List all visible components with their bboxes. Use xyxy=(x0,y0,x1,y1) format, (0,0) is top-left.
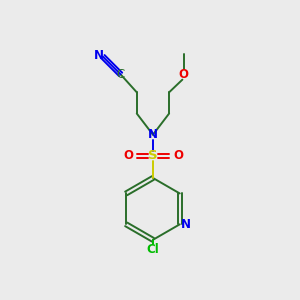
Text: O: O xyxy=(173,149,183,162)
Text: C: C xyxy=(116,68,125,81)
Text: S: S xyxy=(148,149,158,162)
Text: N: N xyxy=(148,128,158,141)
Text: Cl: Cl xyxy=(147,243,159,256)
Text: N: N xyxy=(181,218,191,231)
Text: N: N xyxy=(94,49,104,62)
Text: O: O xyxy=(123,149,133,162)
Text: O: O xyxy=(179,68,189,81)
